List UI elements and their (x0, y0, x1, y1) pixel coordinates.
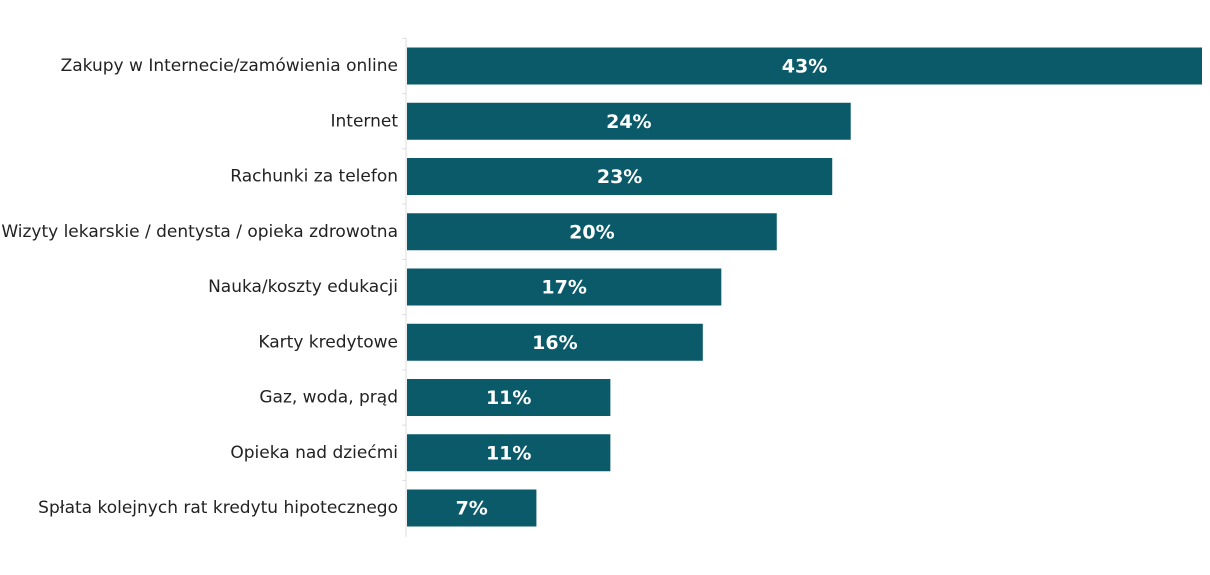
value-label: 43% (782, 56, 827, 78)
value-label: 11% (486, 387, 531, 409)
value-label: 11% (486, 442, 531, 464)
y-tick-label: Rachunki za telefon (230, 167, 398, 187)
bar (407, 379, 611, 416)
bar (407, 323, 703, 361)
y-tick-label: Opieka nad dziećmi (230, 443, 398, 463)
bar (407, 434, 611, 472)
value-label: 17% (541, 277, 586, 299)
bar (407, 213, 777, 251)
y-tick-label: Nauka/koszty edukacji (208, 277, 398, 297)
y-tick-label: Gaz, woda, prąd (259, 388, 398, 408)
y-tick-label: Zakupy w Internecie/zamówienia online (61, 56, 398, 76)
bar (407, 489, 537, 527)
bar (407, 102, 851, 140)
y-tick-label: Internet (330, 111, 398, 131)
bar (407, 47, 1202, 85)
value-label: 24% (606, 111, 651, 133)
value-label: 20% (569, 221, 614, 243)
y-tick-label: Karty kredytowe (258, 332, 398, 352)
value-label: 7% (456, 498, 488, 520)
bar (407, 158, 833, 195)
value-label: 16% (532, 332, 577, 354)
bar (407, 268, 722, 306)
value-label: 23% (597, 166, 642, 188)
y-tick-label: Wizyty lekarskie / dentysta / opieka zdr… (1, 222, 398, 242)
y-tick-label: Spłata kolejnych rat kredytu hipoteczneg… (38, 498, 398, 518)
